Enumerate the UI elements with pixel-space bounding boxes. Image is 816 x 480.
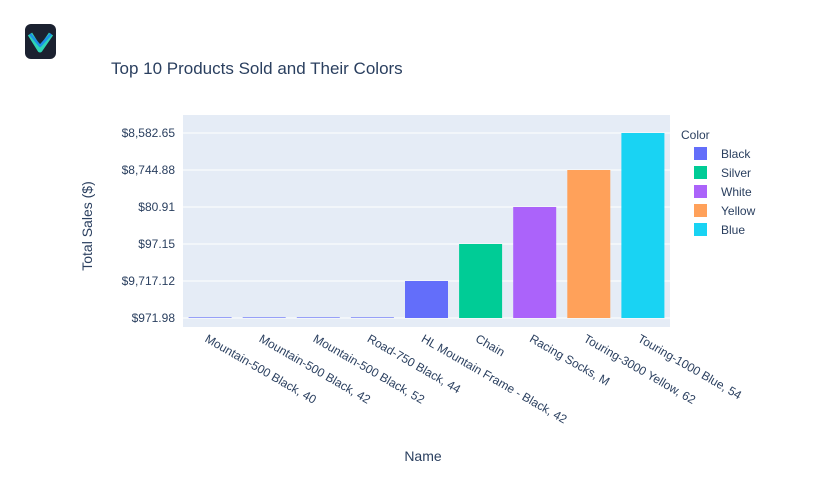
y-axis-label: Total Sales ($)	[79, 181, 95, 270]
y-tick-label: $971.98	[132, 311, 176, 325]
legend-swatch	[694, 166, 707, 179]
y-tick-label: $80.91	[138, 200, 175, 214]
legend-swatch	[694, 147, 707, 160]
y-tick-label: $8,582.65	[122, 126, 176, 140]
bar[interactable]	[296, 317, 340, 318]
legend-label: Black	[721, 147, 751, 161]
bar[interactable]	[242, 317, 286, 318]
y-tick-label: $97.15	[138, 237, 175, 251]
legend-label: Yellow	[721, 204, 756, 218]
legend-item-white[interactable]: White	[694, 185, 752, 199]
bar[interactable]	[621, 133, 665, 318]
bar[interactable]	[405, 281, 448, 318]
bar[interactable]	[188, 317, 232, 318]
legend-title: Color	[681, 128, 710, 142]
bar[interactable]	[567, 170, 611, 318]
bar[interactable]	[350, 317, 394, 318]
legend-item-silver[interactable]: Silver	[694, 166, 751, 180]
legend-swatch	[694, 185, 707, 198]
check-v-logo-icon[interactable]	[25, 24, 56, 59]
y-tick-labels: $971.98 $9,717.12 $97.15 $80.91 $8,744.88 $8,…	[122, 126, 176, 325]
bar[interactable]	[513, 207, 557, 318]
y-tick-label: $8,744.88	[122, 163, 176, 177]
legend-swatch	[694, 204, 707, 217]
plot-area	[183, 115, 670, 327]
y-tick-label: $9,717.12	[122, 274, 176, 288]
x-tick-label: Chain	[473, 331, 507, 359]
legend-item-black[interactable]: Black	[694, 147, 751, 161]
legend-item-yellow[interactable]: Yellow	[694, 204, 756, 218]
bar[interactable]	[459, 244, 503, 318]
chart-title: Top 10 Products Sold and Their Colors	[111, 59, 403, 78]
legend-swatch	[694, 223, 707, 236]
legend-label: White	[721, 185, 752, 199]
legend-label: Blue	[721, 223, 745, 237]
legend-label: Silver	[721, 166, 751, 180]
legend: Color Black Silver White Yellow Blue	[681, 128, 756, 237]
legend-items: Black Silver White Yellow Blue	[694, 147, 756, 237]
bars	[188, 133, 665, 318]
x-axis-label: Name	[404, 448, 442, 464]
legend-item-blue[interactable]: Blue	[694, 223, 745, 237]
